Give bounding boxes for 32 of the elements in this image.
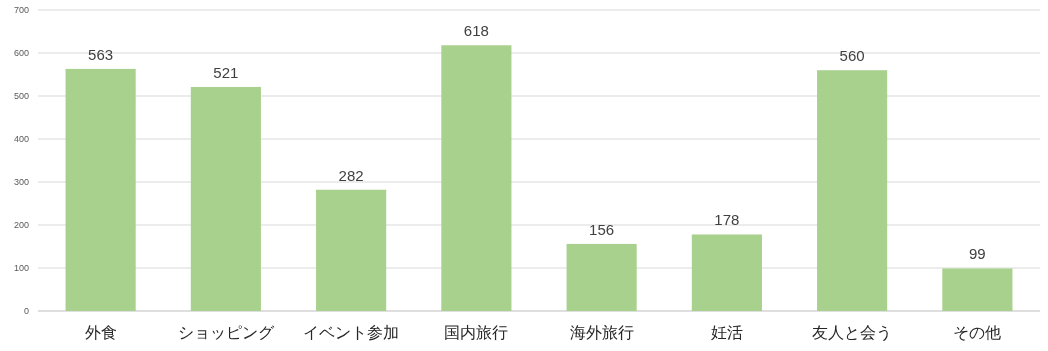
bar bbox=[691, 234, 762, 311]
data-label: 156 bbox=[589, 220, 615, 238]
bar bbox=[441, 45, 512, 311]
bar bbox=[942, 268, 1013, 311]
y-tick-label: 300 bbox=[13, 177, 29, 187]
bar bbox=[190, 86, 261, 311]
y-tick-label: 0 bbox=[23, 306, 29, 316]
x-tick-label: 海外旅行 bbox=[569, 324, 634, 341]
bar bbox=[817, 70, 888, 311]
data-label: 618 bbox=[463, 22, 489, 40]
data-label: 563 bbox=[88, 45, 114, 63]
bar bbox=[65, 68, 136, 311]
x-tick-label: イベント参加 bbox=[303, 324, 400, 341]
y-tick-label: 600 bbox=[13, 48, 29, 58]
data-label: 521 bbox=[213, 63, 239, 81]
x-tick-label: 妊活 bbox=[710, 324, 743, 341]
x-tick-label: その他 bbox=[953, 324, 1002, 341]
y-tick-label: 700 bbox=[13, 5, 29, 15]
data-label: 99 bbox=[969, 245, 986, 263]
data-label: 560 bbox=[839, 47, 865, 65]
bar bbox=[566, 243, 637, 311]
y-tick-label: 100 bbox=[13, 263, 29, 273]
data-label: 282 bbox=[338, 166, 364, 184]
data-label: 178 bbox=[714, 211, 740, 229]
y-tick-label: 500 bbox=[13, 91, 29, 101]
y-tick-label: 200 bbox=[13, 220, 29, 230]
x-tick-label: ショッピング bbox=[177, 324, 275, 341]
x-tick-label: 友人と会う bbox=[812, 324, 893, 342]
bar bbox=[316, 189, 387, 311]
y-tick-label: 400 bbox=[13, 134, 29, 144]
x-tick-label: 外食 bbox=[84, 324, 117, 341]
x-tick-label: 国内旅行 bbox=[444, 324, 509, 341]
